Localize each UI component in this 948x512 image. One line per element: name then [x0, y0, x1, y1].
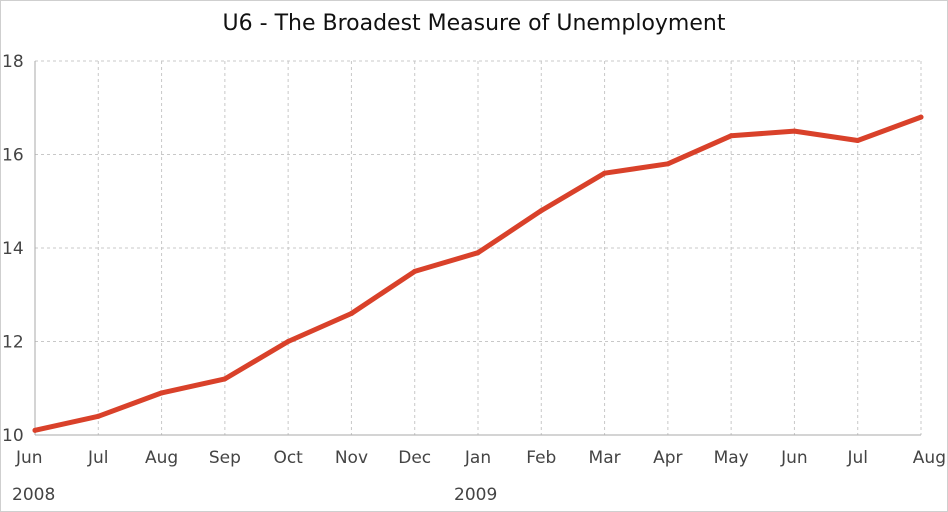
year-label: 2008	[12, 485, 55, 505]
data-point	[412, 268, 418, 274]
chart-title: U6 - The Broadest Measure of Unemploymen…	[223, 11, 726, 36]
data-point	[728, 133, 734, 139]
x-tick-label: May	[714, 448, 749, 468]
x-tick-label: Jul	[846, 448, 868, 468]
x-tick-label: Oct	[273, 448, 303, 468]
data-point	[159, 390, 165, 396]
y-tick-label: 16	[2, 146, 24, 166]
x-tick-label: Sep	[209, 448, 241, 468]
data-point	[285, 339, 291, 344]
y-tick-label: 12	[2, 333, 24, 353]
data-point	[791, 128, 797, 134]
y-tick-label: 18	[2, 52, 24, 72]
grid	[35, 60, 922, 435]
data-point	[222, 376, 228, 382]
y-tick-label: 10	[2, 426, 24, 446]
x-tick-label: Jun	[780, 448, 808, 468]
axes	[34, 61, 921, 436]
x-tick-label: Mar	[589, 448, 621, 468]
y-tick-label: 14	[2, 239, 24, 259]
data-point	[348, 310, 354, 316]
data-point	[32, 427, 38, 433]
x-tick-label: Jan	[464, 448, 491, 468]
year-label: 2009	[454, 485, 497, 505]
tick-labels: 10 12 14 16 18 Jun Jul Aug Sep Oct Nov Dec Jan Feb Mar…	[2, 52, 946, 505]
x-tick-label: Aug	[145, 448, 178, 468]
x-tick-label: Dec	[398, 448, 431, 468]
data-point	[602, 170, 608, 176]
data-point	[918, 114, 924, 120]
data-point	[538, 208, 544, 214]
data-point	[665, 161, 671, 167]
series-layer	[32, 114, 924, 433]
x-tick-label: Feb	[526, 448, 556, 468]
x-tick-label: Jun	[15, 448, 43, 468]
x-tick-label: Jul	[87, 448, 109, 468]
x-tick-label: Aug	[913, 448, 946, 468]
x-tick-label: Apr	[653, 448, 682, 468]
data-point	[855, 137, 861, 143]
data-point	[475, 250, 481, 256]
data-point	[95, 413, 101, 419]
x-tick-label: Nov	[335, 448, 368, 468]
